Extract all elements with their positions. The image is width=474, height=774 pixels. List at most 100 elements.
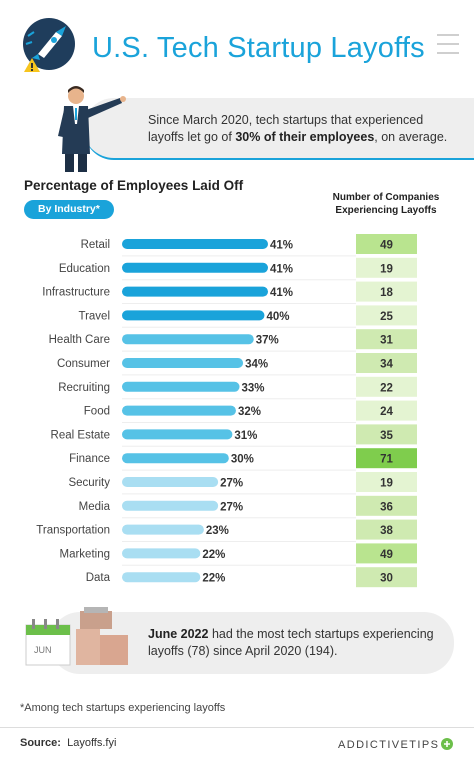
bar (122, 429, 233, 440)
category-label: Food (84, 406, 110, 418)
company-count-cell (356, 472, 417, 492)
callout-bottom-text: June 2022 had the most tech startups exp… (148, 626, 448, 660)
rocket-logo-icon (16, 14, 82, 80)
footer-divider (0, 727, 474, 728)
bar (122, 500, 219, 511)
bar-value-label: 23% (206, 525, 229, 537)
source-line: Source: Layoffs.fyi (20, 737, 116, 749)
bar (122, 548, 201, 559)
category-label: Education (59, 263, 110, 275)
company-count-cell (356, 424, 417, 445)
bar-value-label: 37% (256, 335, 279, 347)
bar-value-label: 41% (270, 240, 293, 252)
callout-top-background (84, 98, 474, 160)
category-label: Data (86, 572, 111, 584)
category-label: Health Care (49, 334, 110, 346)
bar-value-label: 40% (266, 311, 289, 323)
businessman-pointing-icon (50, 84, 130, 174)
menu-icon[interactable] (437, 34, 459, 61)
companies-column-title: Number of Companies Experiencing Layoffs (332, 192, 440, 216)
callout-top-text-after: , on average. (374, 130, 448, 144)
company-count-label: 34 (380, 359, 393, 371)
source-value: Layoffs.fyi (67, 737, 117, 749)
bar (122, 358, 244, 368)
company-count-label: 49 (380, 549, 393, 561)
callout-top-text-before: Since March 2020, tech startups that exp… (148, 113, 424, 144)
category-label: Security (68, 477, 110, 489)
source-label: Source: (20, 737, 61, 749)
bar (122, 286, 268, 297)
bar (122, 310, 265, 321)
bar-value-label: 22% (202, 549, 225, 561)
chart-title: Percentage of Employees Laid Off (24, 178, 244, 193)
callout-bottom-highlight: June 2022 (148, 627, 209, 641)
calendar-and-boxes-icon: JUN (24, 605, 134, 675)
bar-value-label: 32% (238, 406, 261, 418)
chart-subtitle-badge: By Industry* (24, 200, 114, 219)
bar (122, 262, 268, 273)
company-count-label: 31 (380, 335, 393, 347)
bar-value-label: 41% (270, 287, 293, 299)
bar-value-label: 31% (234, 430, 257, 442)
company-count-cell (356, 519, 417, 540)
bar-value-label: 41% (270, 263, 293, 275)
calendar-label: JUN (34, 645, 52, 655)
footnote: *Among tech startups experiencing layoff… (20, 702, 226, 714)
bar (122, 453, 229, 464)
category-label: Marketing (60, 548, 111, 560)
company-count-label: 36 (380, 501, 393, 513)
category-label: Consumer (57, 358, 110, 370)
category-label: Recruiting (58, 382, 110, 394)
company-count-label: 24 (380, 406, 393, 418)
category-label: Media (79, 501, 111, 513)
callout-top-text: Since March 2020, tech startups that exp… (148, 112, 458, 146)
bar (122, 239, 268, 249)
company-count-label: 30 (380, 573, 393, 585)
brand-text: ADDICTIVETIPS (338, 739, 439, 751)
category-label: Finance (69, 453, 110, 465)
bar-value-label: 27% (220, 501, 243, 513)
bar-value-label: 22% (202, 573, 225, 585)
brand-logo: ADDICTIVETIPS (338, 735, 454, 753)
company-count-cell (356, 376, 417, 397)
callout-bottom-body: had the most tech startups experiencing … (148, 627, 434, 658)
category-label: Retail (81, 239, 110, 251)
company-count-label: 49 (380, 240, 393, 252)
company-count-cell (356, 495, 417, 516)
bar-chart: Retail 41% 49 Education 41% 19 Infrastructure 4… (36, 234, 417, 588)
company-count-cell (356, 234, 417, 254)
company-count-label: 19 (380, 263, 393, 275)
bar-value-label: 30% (231, 454, 254, 466)
bar-value-label: 33% (242, 382, 265, 394)
company-count-cell (356, 400, 417, 421)
callout-top-highlight: 30% of their employees (235, 130, 375, 144)
company-count-cell (356, 353, 417, 373)
category-label: Infrastructure (42, 287, 110, 299)
page-title: U.S. Tech Startup Layoffs (92, 32, 425, 64)
company-count-cell (356, 305, 417, 326)
company-count-label: 38 (380, 525, 393, 537)
company-count-label: 18 (380, 287, 393, 299)
category-label: Travel (78, 310, 110, 322)
company-count-cell (356, 281, 417, 302)
category-label: Transportation (36, 525, 110, 537)
company-count-label: 71 (380, 454, 393, 466)
company-count-cell (356, 567, 417, 588)
company-count-label: 35 (380, 430, 393, 442)
company-count-cell (356, 257, 417, 278)
company-count-cell (356, 448, 417, 469)
bar (122, 405, 236, 416)
company-count-cell (356, 543, 417, 564)
bar (122, 524, 204, 535)
company-count-label: 25 (380, 311, 393, 323)
company-count-label: 22 (380, 382, 393, 394)
bar-value-label: 34% (245, 359, 268, 371)
bar-value-label: 27% (220, 478, 243, 490)
bar (122, 572, 201, 583)
bar (122, 334, 254, 345)
category-label: Real Estate (51, 429, 110, 441)
bar (122, 381, 240, 392)
company-count-label: 19 (380, 478, 393, 490)
company-count-cell (356, 329, 417, 350)
bar (122, 477, 219, 487)
